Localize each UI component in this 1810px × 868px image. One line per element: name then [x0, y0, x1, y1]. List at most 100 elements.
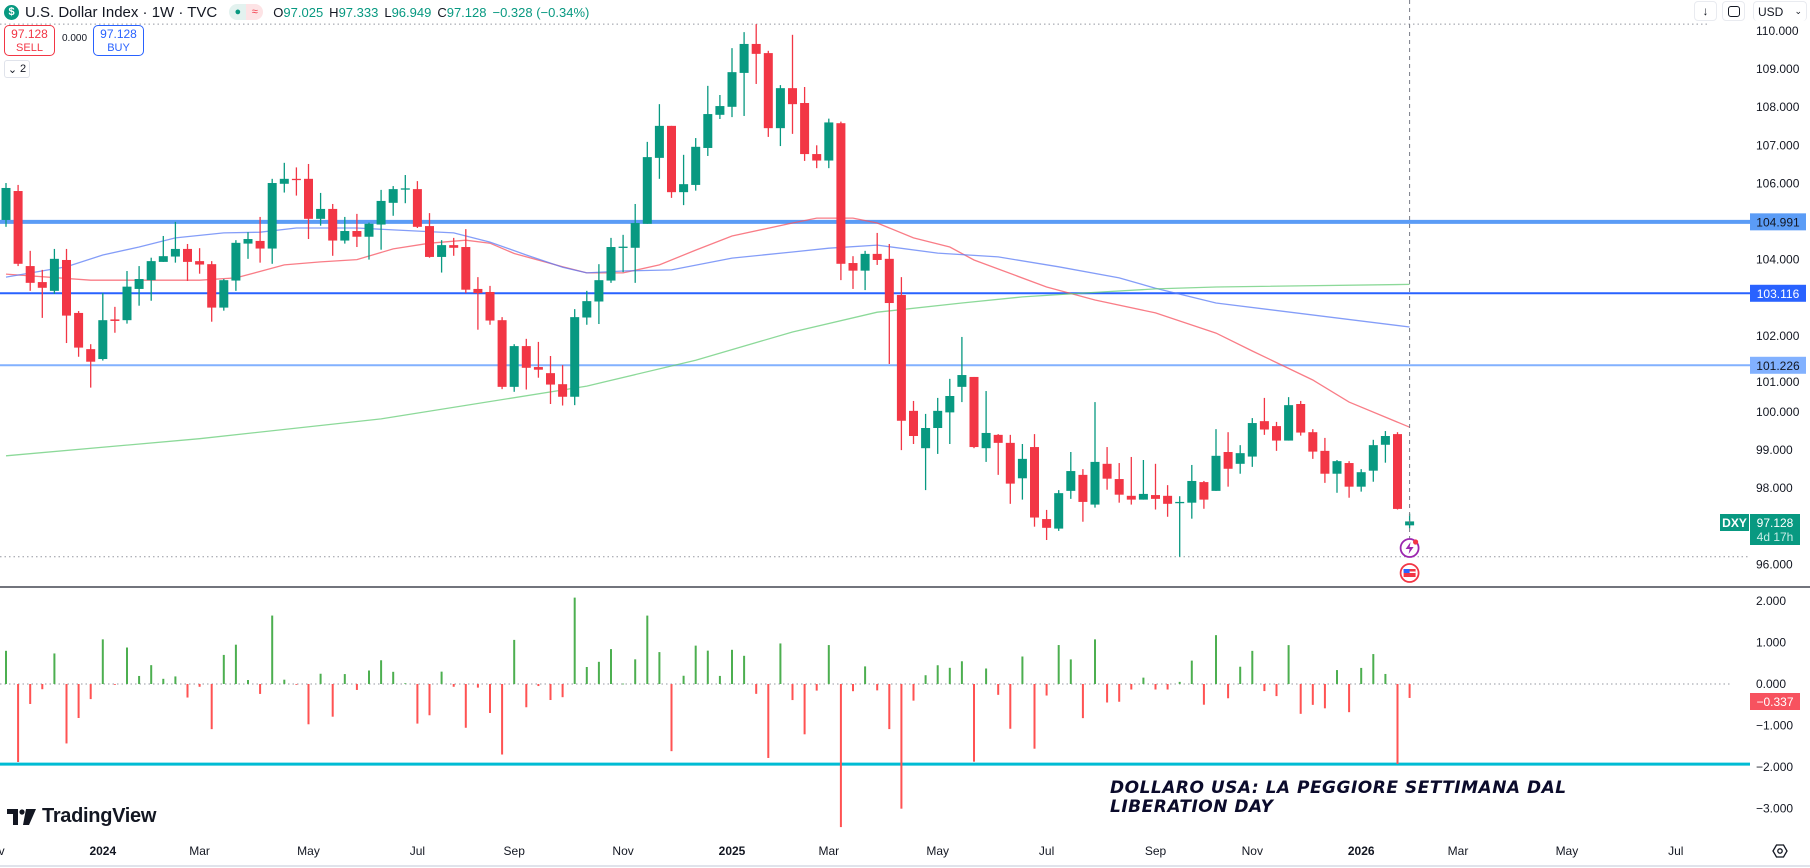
candle[interactable]	[243, 232, 253, 259]
candle[interactable]	[812, 145, 822, 169]
candle[interactable]	[352, 213, 362, 248]
candle[interactable]	[509, 344, 519, 392]
candle[interactable]	[364, 222, 374, 260]
candle[interactable]	[1247, 418, 1257, 467]
candle[interactable]	[437, 240, 447, 273]
candle[interactable]	[558, 365, 568, 406]
candle[interactable]	[884, 243, 894, 364]
candle[interactable]	[49, 248, 59, 294]
candle[interactable]	[1259, 397, 1269, 435]
candle[interactable]	[921, 413, 931, 491]
candle[interactable]	[412, 181, 422, 228]
candle[interactable]	[848, 256, 858, 289]
candle[interactable]	[98, 293, 108, 361]
candle[interactable]	[800, 87, 810, 161]
candle[interactable]	[546, 355, 555, 404]
chart-annotation-text[interactable]: DOLLARO USA: LA PEGGIORE SETTIMANA DAL L…	[1110, 779, 1567, 817]
candle[interactable]	[170, 221, 180, 263]
candle[interactable]	[1344, 461, 1354, 498]
candle[interactable]	[969, 376, 979, 449]
candle[interactable]	[1114, 463, 1124, 503]
candle[interactable]	[1138, 460, 1148, 500]
candle[interactable]	[1126, 456, 1136, 505]
candle[interactable]	[521, 338, 531, 390]
candle[interactable]	[110, 306, 120, 333]
candle[interactable]	[376, 189, 386, 250]
candle[interactable]	[255, 216, 265, 263]
candle[interactable]	[860, 250, 870, 291]
candle[interactable]	[1187, 464, 1197, 519]
candle[interactable]	[400, 175, 410, 204]
candle[interactable]	[183, 243, 192, 281]
candle[interactable]	[231, 240, 241, 291]
candle[interactable]	[1380, 431, 1390, 463]
candle[interactable]	[775, 85, 785, 147]
candle[interactable]	[158, 235, 168, 262]
candle[interactable]	[594, 264, 604, 324]
candle[interactable]	[74, 311, 84, 357]
candle[interactable]	[473, 277, 483, 330]
candle[interactable]	[751, 24, 761, 84]
candle[interactable]	[1368, 439, 1378, 482]
candle[interactable]	[388, 186, 398, 216]
candle[interactable]	[291, 167, 301, 196]
candle[interactable]	[25, 250, 35, 291]
candle[interactable]	[872, 232, 882, 265]
candle[interactable]	[618, 234, 628, 273]
candle[interactable]	[896, 277, 906, 451]
candle[interactable]	[485, 285, 495, 325]
candle[interactable]	[1223, 432, 1233, 487]
candle[interactable]	[824, 118, 834, 169]
candle[interactable]	[945, 378, 955, 445]
scroll-to-latest-button[interactable]: ↓	[1694, 1, 1717, 21]
candle[interactable]	[1296, 400, 1306, 436]
candle[interactable]	[1066, 452, 1076, 499]
sell-button[interactable]: 97.128 SELL	[4, 25, 55, 56]
fullscreen-button[interactable]	[1722, 1, 1745, 21]
candle[interactable]	[316, 192, 326, 226]
candle[interactable]	[1199, 480, 1209, 509]
settings-icon[interactable]	[1772, 844, 1788, 858]
candle[interactable]	[1163, 485, 1173, 517]
candle[interactable]	[933, 397, 943, 454]
candle[interactable]	[1332, 460, 1342, 493]
candle[interactable]	[909, 400, 918, 445]
us-flag-event-icon[interactable]	[1399, 563, 1420, 583]
candle[interactable]	[1005, 434, 1015, 504]
candle[interactable]	[279, 162, 289, 193]
candle[interactable]	[642, 141, 652, 224]
candle[interactable]	[763, 50, 773, 137]
candle[interactable]	[703, 85, 713, 156]
candle[interactable]	[1320, 437, 1330, 483]
candle[interactable]	[1151, 463, 1160, 510]
candle[interactable]	[497, 317, 507, 390]
candle[interactable]	[654, 104, 664, 179]
status-pill[interactable]: ● ≈	[229, 4, 264, 20]
candle[interactable]	[1090, 402, 1100, 508]
candle[interactable]	[1284, 397, 1294, 441]
candle[interactable]	[146, 257, 156, 301]
candle[interactable]	[449, 237, 459, 256]
candle[interactable]	[1308, 429, 1318, 459]
candle[interactable]	[727, 48, 737, 118]
candle[interactable]	[134, 266, 144, 306]
collapse-indicators-button[interactable]: ⌄ 2	[4, 60, 30, 78]
candle[interactable]	[425, 213, 434, 258]
candle[interactable]	[62, 248, 71, 344]
candle[interactable]	[1356, 469, 1366, 492]
candle[interactable]	[533, 341, 543, 378]
candle[interactable]	[630, 203, 640, 283]
candle[interactable]	[993, 434, 1003, 475]
candle[interactable]	[13, 184, 23, 267]
candle[interactable]	[304, 163, 313, 240]
candle[interactable]	[1042, 509, 1052, 541]
candle[interactable]	[461, 229, 471, 294]
candle[interactable]	[788, 34, 797, 134]
candle[interactable]	[679, 154, 689, 206]
candle[interactable]	[1030, 434, 1039, 527]
candle[interactable]	[37, 269, 47, 318]
lightning-event-icon[interactable]	[1399, 538, 1420, 558]
currency-dropdown[interactable]: USD ⌄	[1753, 1, 1807, 21]
candle[interactable]	[267, 178, 277, 264]
